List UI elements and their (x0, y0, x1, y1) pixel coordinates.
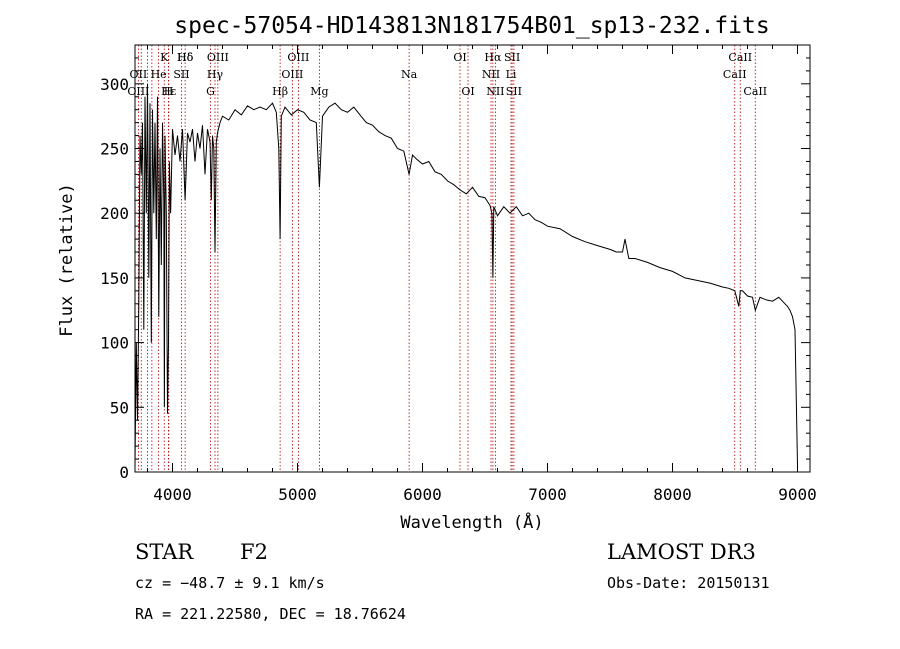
x-tick-label: 7000 (528, 485, 567, 504)
line-marker-label: CaII (743, 85, 767, 98)
spectrum-line (134, 83, 798, 466)
line-marker-label: OI (453, 51, 466, 64)
line-marker-label: SII (173, 68, 189, 81)
x-tick-label: 5000 (278, 485, 317, 504)
line-marker-label: H (164, 85, 174, 98)
x-axis-label: Wavelength (Å) (400, 511, 543, 533)
line-marker-label: Mg (310, 85, 328, 98)
line-marker-label: Hδ (177, 51, 194, 64)
chart-title: spec-57054-HD143813N181754B01_sp13-232.f… (174, 13, 769, 39)
line-marker-label: SII (506, 85, 522, 98)
line-marker-label: G (206, 85, 215, 98)
plot-frame (134, 44, 811, 473)
x-tick-label: 6000 (403, 485, 442, 504)
y-tick-label: 200 (100, 204, 129, 223)
x-tick-label: 8000 (653, 485, 692, 504)
line-marker-label: SII (504, 51, 520, 64)
y-axis-label: Flux (relative) (57, 183, 77, 337)
spectral-line-markers (137, 45, 756, 472)
redshift-readout: cz = −48.7 ± 9.1 km/s (135, 574, 325, 592)
line-marker-label: OIII (127, 85, 149, 98)
x-axis: 4000 5000 6000 7000 8000 9000 (147, 45, 817, 504)
coordinates: RA = 221.22580, DEC = 18.76624 (135, 605, 406, 623)
line-marker-label: Hγ (207, 68, 224, 81)
line-marker-label: OII (130, 68, 148, 81)
line-marker-label: He (151, 68, 167, 81)
y-tick-label: 150 (100, 269, 129, 288)
line-marker-label: NII (482, 68, 500, 81)
line-marker-label: K (160, 51, 169, 64)
y-tick-label: 250 (100, 140, 129, 159)
object-class: STAR (135, 540, 194, 564)
y-tick-label: 50 (110, 398, 129, 417)
y-tick-label: 0 (119, 463, 129, 482)
y-tick-label: 100 (100, 334, 129, 353)
line-marker-label: OIII (287, 51, 309, 64)
line-marker-label: Hβ (272, 85, 288, 98)
line-marker-label: Hε (161, 85, 177, 98)
line-marker-label: CaII (723, 68, 747, 81)
line-marker-label: Hα (484, 51, 502, 64)
line-marker-label: Li (506, 68, 517, 81)
obs-date: Obs-Date: 20150131 (607, 574, 770, 592)
line-marker-label: OIII (281, 68, 303, 81)
object-subclass: F2 (240, 540, 268, 564)
y-tick-label: 300 (100, 75, 129, 94)
x-tick-label: 4000 (153, 485, 192, 504)
survey-name: LAMOST DR3 (607, 540, 756, 564)
line-marker-label: Hδ (177, 51, 194, 64)
line-marker-label: OIII (207, 51, 229, 64)
line-marker-label: OI (461, 85, 474, 98)
x-tick-label: 9000 (778, 485, 817, 504)
line-marker-label: CaII (728, 51, 752, 64)
y-axis: 0 50 100 150 200 250 300 (100, 57, 810, 482)
line-marker-label: Na (401, 68, 418, 81)
line-marker-label: NII (486, 85, 504, 98)
